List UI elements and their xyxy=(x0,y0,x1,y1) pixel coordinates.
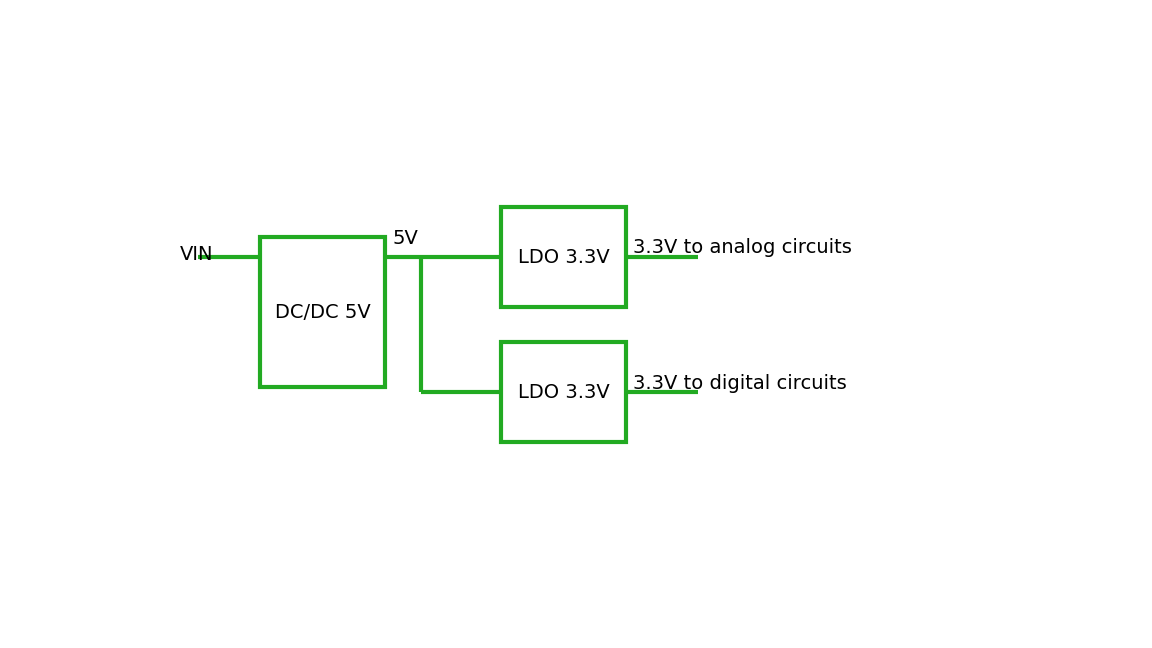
Text: 3.3V to digital circuits: 3.3V to digital circuits xyxy=(634,374,847,393)
Text: LDO 3.3V: LDO 3.3V xyxy=(517,382,609,402)
FancyBboxPatch shape xyxy=(501,342,627,442)
Text: VIN: VIN xyxy=(180,246,213,264)
Text: DC/DC 5V: DC/DC 5V xyxy=(274,303,371,322)
FancyBboxPatch shape xyxy=(260,237,385,387)
Text: 3.3V to analog circuits: 3.3V to analog circuits xyxy=(634,238,852,257)
Text: 5V: 5V xyxy=(392,229,418,248)
Text: LDO 3.3V: LDO 3.3V xyxy=(517,248,609,267)
FancyBboxPatch shape xyxy=(501,207,627,307)
